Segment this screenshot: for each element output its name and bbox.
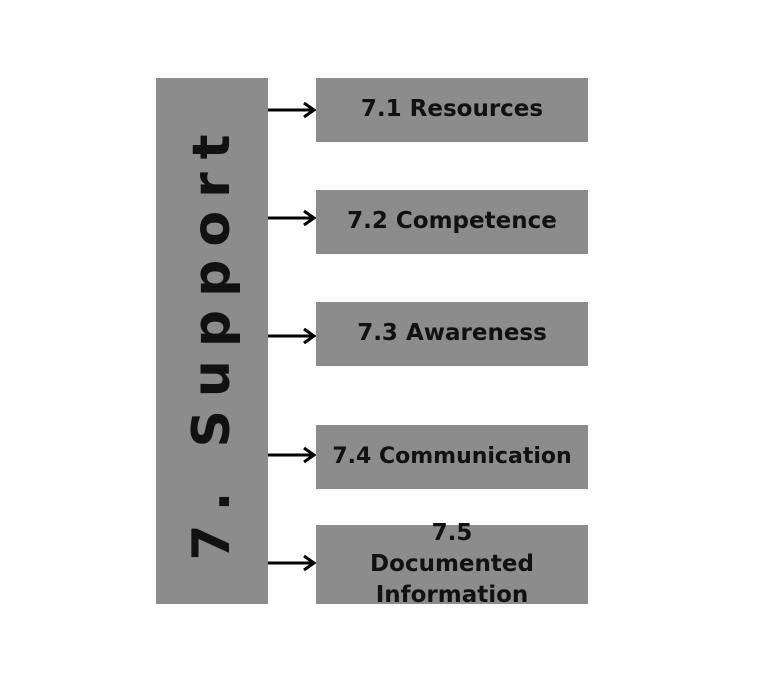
arrow-right-icon	[268, 101, 317, 119]
arrow-right-icon	[268, 327, 317, 345]
support-title: 7. Support	[182, 121, 242, 561]
arrow-right-icon	[268, 446, 317, 464]
awareness-box: 7.3 Awareness	[316, 302, 588, 366]
documented-information-box: 7.5 Documented Information	[316, 520, 588, 608]
arrow-right-icon	[268, 209, 317, 227]
communication-box: 7.4 Communication	[316, 425, 588, 489]
arrow-right-icon	[268, 554, 317, 572]
resources-box: 7.1 Resources	[316, 78, 588, 142]
support-box	[156, 78, 268, 604]
competence-box: 7.2 Competence	[316, 190, 588, 254]
